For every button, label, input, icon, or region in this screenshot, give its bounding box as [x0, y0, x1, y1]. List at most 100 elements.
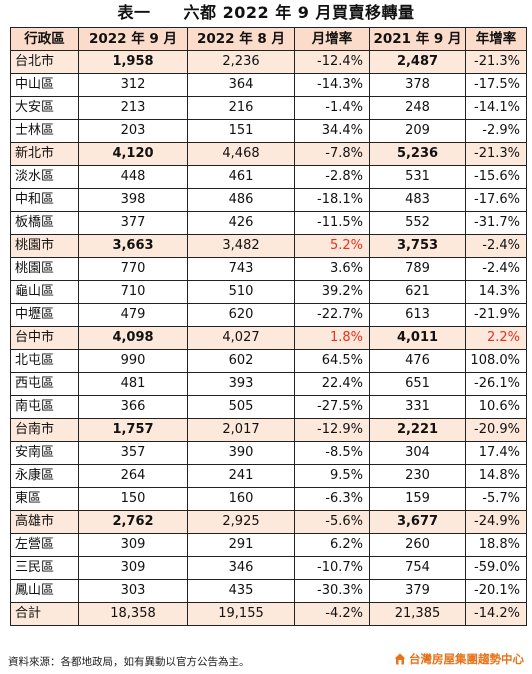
aug-2022-cell: 4,468	[187, 142, 295, 166]
sep-2021-cell: 754	[369, 556, 466, 580]
sep-2021-cell: 2,221	[369, 418, 466, 442]
header-aug-2022: 2022 年 8 月	[187, 27, 295, 51]
sep-2022-cell: 213	[78, 96, 188, 120]
transfer-volume-table: 行政區 2022 年 9 月 2022 年 8 月 月增率 2021 年 9 月…	[10, 27, 527, 626]
aug-2022-cell: 620	[187, 303, 295, 327]
sep-2021-cell: 21,385	[369, 602, 466, 626]
mom-cell: -30.3%	[294, 579, 370, 603]
yoy-cell: -31.7%	[465, 211, 527, 235]
district-cell: 合計	[10, 602, 79, 626]
mom-cell: 5.2%	[294, 234, 370, 258]
aug-2022-cell: 461	[187, 165, 295, 189]
aug-2022-cell: 2,236	[187, 50, 295, 74]
yoy-cell: -15.6%	[465, 165, 527, 189]
sep-2022-cell: 710	[78, 280, 188, 304]
sep-2021-cell: 789	[369, 257, 466, 281]
district-cell: 永康區	[10, 464, 79, 488]
district-cell: 新北市	[10, 142, 79, 166]
sep-2022-cell: 264	[78, 464, 188, 488]
sep-2022-cell: 481	[78, 372, 188, 396]
district-cell: 淡水區	[10, 165, 79, 189]
yoy-cell: -17.5%	[465, 73, 527, 97]
sep-2022-cell: 4,120	[78, 142, 188, 166]
sep-2021-cell: 378	[369, 73, 466, 97]
district-row: 中壢區 479 620 -22.7% 613 -21.9%	[10, 303, 527, 327]
sep-2022-cell: 2,762	[78, 510, 188, 534]
district-cell: 西屯區	[10, 372, 79, 396]
district-row: 鳳山區 303 435 -30.3% 379 -20.1%	[10, 579, 527, 603]
table-header-row: 行政區 2022 年 9 月 2022 年 8 月 月增率 2021 年 9 月…	[10, 27, 527, 51]
yoy-cell: -21.3%	[465, 142, 527, 166]
district-cell: 板橋區	[10, 211, 79, 235]
district-cell: 鳳山區	[10, 579, 79, 603]
aug-2022-cell: 390	[187, 441, 295, 465]
mom-cell: 6.2%	[294, 533, 370, 557]
sep-2021-cell: 651	[369, 372, 466, 396]
district-row: 中和區 398 486 -18.1% 483 -17.6%	[10, 188, 527, 212]
district-cell: 台中市	[10, 326, 79, 350]
district-row: 板橋區 377 426 -11.5% 552 -31.7%	[10, 211, 527, 235]
district-cell: 大安區	[10, 96, 79, 120]
total-row: 合計 18,358 19,155 -4.2% 21,385 -14.2%	[10, 602, 527, 626]
mom-cell: -4.2%	[294, 602, 370, 626]
aug-2022-cell: 216	[187, 96, 295, 120]
aug-2022-cell: 364	[187, 73, 295, 97]
sep-2021-cell: 5,236	[369, 142, 466, 166]
district-row: 北屯區 990 602 64.5% 476 108.0%	[10, 349, 527, 373]
district-cell: 左營區	[10, 533, 79, 557]
aug-2022-cell: 486	[187, 188, 295, 212]
aug-2022-cell: 4,027	[187, 326, 295, 350]
district-row: 南屯區 366 505 -27.5% 331 10.6%	[10, 395, 527, 419]
sep-2021-cell: 483	[369, 188, 466, 212]
aug-2022-cell: 393	[187, 372, 295, 396]
aug-2022-cell: 3,482	[187, 234, 295, 258]
district-cell: 北屯區	[10, 349, 79, 373]
yoy-cell: -2.4%	[465, 257, 527, 281]
district-row: 東區 150 160 -6.3% 159 -5.7%	[10, 487, 527, 511]
sep-2022-cell: 312	[78, 73, 188, 97]
mom-cell: -10.7%	[294, 556, 370, 580]
yoy-cell: -2.4%	[465, 234, 527, 258]
mom-cell: -5.6%	[294, 510, 370, 534]
yoy-cell: -24.9%	[465, 510, 527, 534]
yoy-cell: -26.1%	[465, 372, 527, 396]
aug-2022-cell: 743	[187, 257, 295, 281]
sep-2021-cell: 621	[369, 280, 466, 304]
city-row: 台中市 4,098 4,027 1.8% 4,011 2.2%	[10, 326, 527, 350]
house-logo-icon	[394, 653, 406, 665]
aug-2022-cell: 291	[187, 533, 295, 557]
aug-2022-cell: 435	[187, 579, 295, 603]
sep-2022-cell: 377	[78, 211, 188, 235]
sep-2022-cell: 309	[78, 533, 188, 557]
district-row: 安南區 357 390 -8.5% 304 17.4%	[10, 441, 527, 465]
sep-2022-cell: 4,098	[78, 326, 188, 350]
city-row: 台北市 1,958 2,236 -12.4% 2,487 -21.3%	[10, 50, 527, 74]
mom-cell: -11.5%	[294, 211, 370, 235]
yoy-cell: -20.1%	[465, 579, 527, 603]
brand-logo-text: 台灣房屋集團趨勢中心	[409, 652, 524, 666]
sep-2022-cell: 990	[78, 349, 188, 373]
sep-2022-cell: 1,958	[78, 50, 188, 74]
header-sep-2022: 2022 年 9 月	[78, 27, 188, 51]
yoy-cell: -5.7%	[465, 487, 527, 511]
district-cell: 桃園市	[10, 234, 79, 258]
sep-2022-cell: 398	[78, 188, 188, 212]
district-cell: 南屯區	[10, 395, 79, 419]
aug-2022-cell: 19,155	[187, 602, 295, 626]
district-row: 士林區 203 151 34.4% 209 -2.9%	[10, 119, 527, 143]
mom-cell: 1.8%	[294, 326, 370, 350]
sep-2021-cell: 3,677	[369, 510, 466, 534]
district-cell: 台北市	[10, 50, 79, 74]
city-row: 新北市 4,120 4,468 -7.8% 5,236 -21.3%	[10, 142, 527, 166]
aug-2022-cell: 346	[187, 556, 295, 580]
yoy-cell: -14.1%	[465, 96, 527, 120]
sep-2022-cell: 3,663	[78, 234, 188, 258]
mom-cell: -18.1%	[294, 188, 370, 212]
sep-2022-cell: 1,757	[78, 418, 188, 442]
sep-2021-cell: 531	[369, 165, 466, 189]
mom-cell: -12.9%	[294, 418, 370, 442]
district-row: 左營區 309 291 6.2% 260 18.8%	[10, 533, 527, 557]
district-row: 永康區 264 241 9.5% 230 14.8%	[10, 464, 527, 488]
sep-2021-cell: 476	[369, 349, 466, 373]
aug-2022-cell: 602	[187, 349, 295, 373]
